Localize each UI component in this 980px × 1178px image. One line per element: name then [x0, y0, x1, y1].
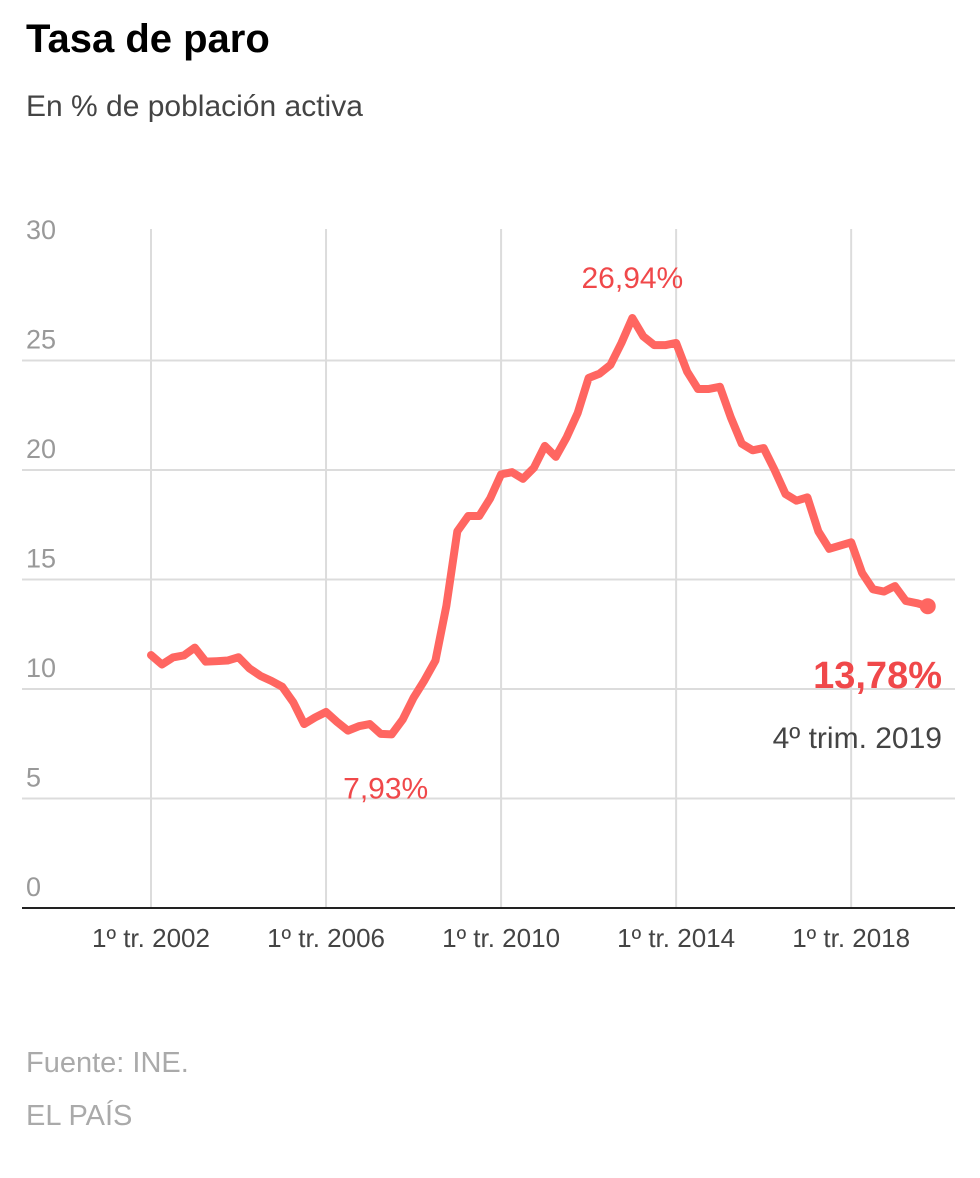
chart-subtitle: En % de población activa — [26, 90, 363, 123]
end-dot — [919, 598, 936, 615]
y-tick-label: 0 — [26, 872, 41, 902]
value-label: 7,93% — [343, 772, 428, 805]
y-tick-label: 10 — [26, 653, 56, 683]
credit: EL PAÍS — [26, 1099, 132, 1132]
x-tick-label: 1º tr. 2018 — [792, 923, 910, 953]
x-tick-label: 1º tr. 2006 — [267, 923, 385, 953]
chart-title: Tasa de paro — [26, 17, 270, 61]
data-line — [147, 314, 932, 739]
y-tick-label: 5 — [26, 763, 41, 793]
value-label: 26,94% — [581, 262, 683, 295]
value-label: 13,78% — [813, 655, 942, 697]
y-tick-label: 30 — [26, 215, 56, 245]
x-tick-label: 1º tr. 2014 — [617, 923, 735, 953]
x-tick-label: 1º tr. 2010 — [442, 923, 560, 953]
y-tick-label: 20 — [26, 434, 56, 464]
y-tick-label: 15 — [26, 544, 56, 574]
annotation: 4º trim. 2019 — [773, 722, 942, 755]
y-tick-label: 25 — [26, 325, 56, 355]
source: Fuente: INE. — [26, 1047, 189, 1079]
x-tick-label: 1º tr. 2002 — [92, 923, 210, 953]
